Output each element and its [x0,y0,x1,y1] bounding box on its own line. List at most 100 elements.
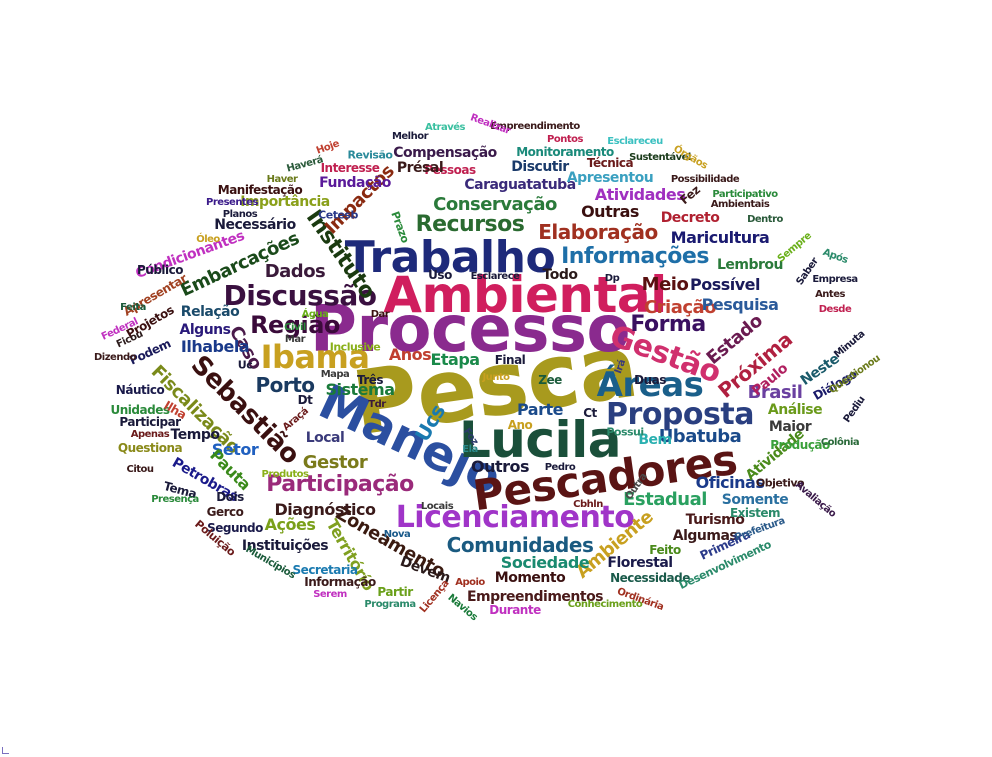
word-locais: Locais [420,501,454,512]
word-possui: Possui [606,425,644,439]
word-citou: Citou [126,464,154,475]
word-licenca: Licença [417,578,452,616]
word-segundo: Segundo [207,521,263,535]
word-desde: Desde [818,304,852,315]
word-gestor: Gestor [302,452,368,473]
word-produtos: Produtos [261,469,309,480]
word-revisao: Revisão [347,148,393,162]
word-haver: Haver [266,174,298,185]
word-compensacao: Compensação [393,145,497,161]
word-proposta: Proposta [606,397,754,432]
word-participacao: Participação [266,472,414,497]
word-uso: Uso [428,268,452,282]
word-elaboracao: Elaboração [538,220,658,244]
word-durante: Durante [489,603,541,617]
word-havera: Haverá [285,154,325,175]
word-objetivo: Objetivo [755,476,805,490]
word-publico: Público [136,263,184,277]
word-analise: Análise [767,402,823,418]
word-dados: Dados [264,261,326,282]
word-civil: Civil [284,322,306,333]
word-mapa: Mapa [320,369,350,380]
word-ilhabela: Ilhabela [180,337,250,356]
word-tdr: Tdr [368,399,386,410]
word-secretaria: Secretaria [292,563,358,577]
word-trabalho: Trabalho [344,232,556,283]
word-necessidade: Necessidade [610,571,690,585]
word-atividade: Atividade [742,426,808,484]
word-cbhln: Cbhln [573,499,603,510]
word-serem: Serem [313,589,347,600]
word-esclareceu: Esclareceu [607,136,663,147]
word-oficinas: Oficinas [695,473,765,492]
word-nova: Nova [383,529,411,540]
word-importancia: Importância [240,194,330,210]
word-local: Local [305,430,345,446]
word-ubatuba: Ubatuba [658,426,742,447]
word-dp: Dp [604,273,620,284]
word-tres: Três [356,373,384,387]
word-pediu: Pediu [841,394,868,425]
word-lembrou: Lembrou [716,257,784,273]
word-ela: Ela [462,444,478,455]
word-junto: Junto [482,372,510,383]
word-atividades: Atividades [594,185,686,204]
word-discussao: Discussão [223,279,378,312]
word-dar: Dar [370,309,390,320]
word-empreendimento: Empreendimento [490,121,580,132]
word-atraves: Através [425,122,465,133]
word-tecnica: Técnica [586,156,634,170]
word-antes: Antes [815,289,845,300]
word-turismo: Turismo [685,512,745,528]
word-tempo: Tempo [170,427,220,443]
word-planos: Planos [222,209,258,220]
word-mar: Mar [284,334,306,345]
word-apoio: Apoio [455,577,485,588]
word-minuta: Minuta [832,328,868,361]
word-todo: Todo [542,267,578,283]
word-pessoas: Pessoas [424,163,476,177]
word-possibilidade: Possibilidade [670,174,740,185]
word-forma: Forma [630,312,706,337]
word-diagnostico: Diagnóstico [274,500,376,519]
word-regiao: Região [250,311,340,339]
corner-marker [2,747,9,754]
word-ambientais: Ambientais [710,199,770,210]
word-participar: Participar [119,415,181,429]
word-alguns: Alguns [179,322,231,338]
word-empresa: Empresa [812,274,858,285]
word-colonia: Colônia [820,437,860,448]
word-processo: Processo [310,293,630,367]
word-criacao: Criação [643,297,717,318]
word-comunidades: Comunidades [446,533,594,557]
word-presal: Présal [396,160,444,176]
word-sustentavel: Sustentável [629,152,691,163]
word-meio: Meio [641,274,689,295]
word-maior: Maior [768,419,812,435]
word-questiona: Questiona [117,441,183,455]
word-momento: Momento [494,570,566,586]
word-maricultura: Maricultura [670,228,770,247]
word-caraguatatuba: Caraguatatuba [464,177,576,193]
word-ct: Ct [583,406,597,420]
word-oleo: Óleo [196,234,220,245]
word-ano: Ano [507,418,533,432]
word-realizar: Realizar [468,112,512,137]
word-producao: Produção [770,438,830,452]
word-estadual: Estadual [623,489,707,510]
word-discutir: Discutir [511,159,569,175]
word-apresentou: Apresentou [566,170,654,186]
word-informacao: Informação [304,575,376,589]
word-sistema: Sistema [325,380,396,399]
word-unidades: Unidades [110,403,170,417]
word-outras: Outras [581,202,639,221]
word-feita: Feita [120,302,146,313]
word-ambiental: Ambiental [383,266,667,324]
word-conhecimento: Conhecimento [567,599,643,610]
word-presenca: Presença [151,494,199,505]
word-pontos: Pontos [547,134,583,145]
word-informacoes: Informações [561,244,709,269]
word-bem: Bem [638,432,672,448]
word-presentes: Presentes [206,197,258,208]
word-brasil: Brasil [747,382,803,403]
